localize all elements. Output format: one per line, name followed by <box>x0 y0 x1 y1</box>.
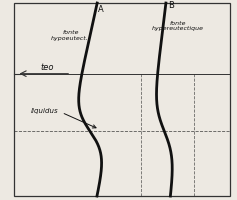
Text: A: A <box>98 5 104 14</box>
Text: teo: teo <box>41 62 54 71</box>
Text: fonte
hypoeutect..: fonte hypoeutect.. <box>51 30 91 41</box>
Text: B: B <box>168 1 174 10</box>
Text: liquidus: liquidus <box>31 108 59 114</box>
Text: fonte
hypereutectique: fonte hypereutectique <box>152 20 204 31</box>
